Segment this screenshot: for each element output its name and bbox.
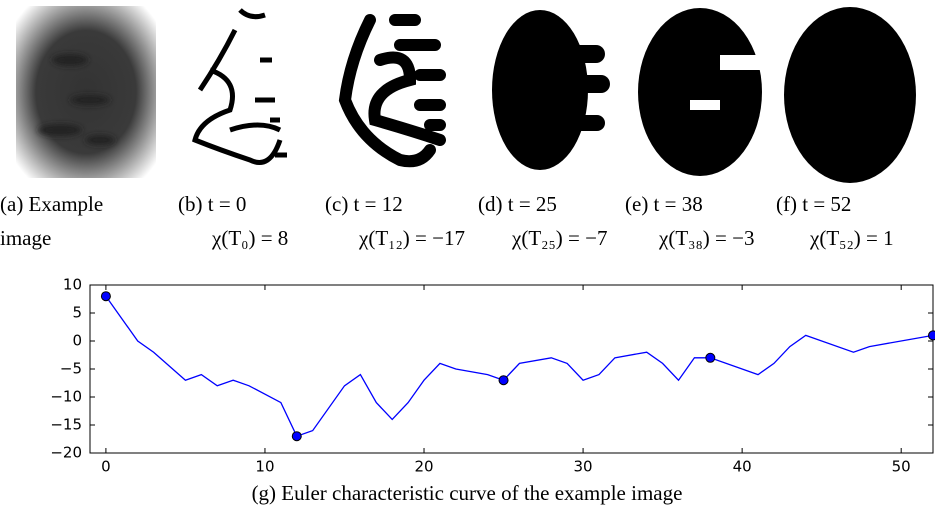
- point-marker: [291, 431, 302, 442]
- point-marker: [498, 375, 509, 386]
- point-marker: [705, 352, 716, 363]
- panel-caption: (e) t = 38: [625, 192, 703, 216]
- threshold-f: [784, 7, 916, 183]
- y-tick-label: 5: [72, 304, 82, 322]
- panel-caption: χ(T₃₈) = −3: [658, 226, 754, 250]
- panel-caption: (c) t = 12: [325, 192, 403, 216]
- y-tick-label: −10: [50, 388, 82, 406]
- x-tick-label: 50: [892, 458, 911, 476]
- point-marker: [928, 330, 935, 341]
- line: [105, 295, 934, 438]
- threshold-c: [338, 14, 446, 168]
- panel-caption: χ(T₅₂) = 1: [809, 226, 894, 250]
- x-tick-label: 40: [733, 458, 752, 476]
- y-tick-label: −15: [50, 416, 82, 434]
- x-tick-label: 30: [574, 458, 593, 476]
- plot-frame: [89, 284, 934, 454]
- example-image: [16, 6, 156, 178]
- threshold-b: [192, 8, 287, 165]
- threshold-d: [492, 10, 610, 170]
- panel-caption: χ(T₂₅) = −7: [511, 226, 607, 250]
- y-tick-label: 10: [63, 276, 82, 294]
- panel-caption: χ(T₁₂) = −17: [358, 226, 465, 250]
- threshold-e: [638, 8, 762, 176]
- x-tick-label: 0: [101, 458, 111, 476]
- x-tick-label: 10: [255, 458, 274, 476]
- panel-caption: (b) t = 0: [178, 192, 246, 216]
- y-tick-label: 0: [72, 332, 82, 350]
- y-tick-label: −20: [50, 444, 82, 462]
- panel-caption: (d) t = 25: [478, 192, 557, 216]
- panel-caption: (f) t = 52: [776, 192, 851, 216]
- point-marker: [100, 291, 111, 302]
- figure-caption: (g) Euler characteristic curve of the ex…: [252, 481, 683, 505]
- y-tick-label: −5: [60, 360, 82, 378]
- panel-caption: image: [0, 226, 51, 250]
- x-tick-label: 20: [414, 458, 433, 476]
- panel-caption: χ(T₀) = 8: [211, 226, 288, 250]
- panel-caption: (a) Example: [0, 192, 103, 216]
